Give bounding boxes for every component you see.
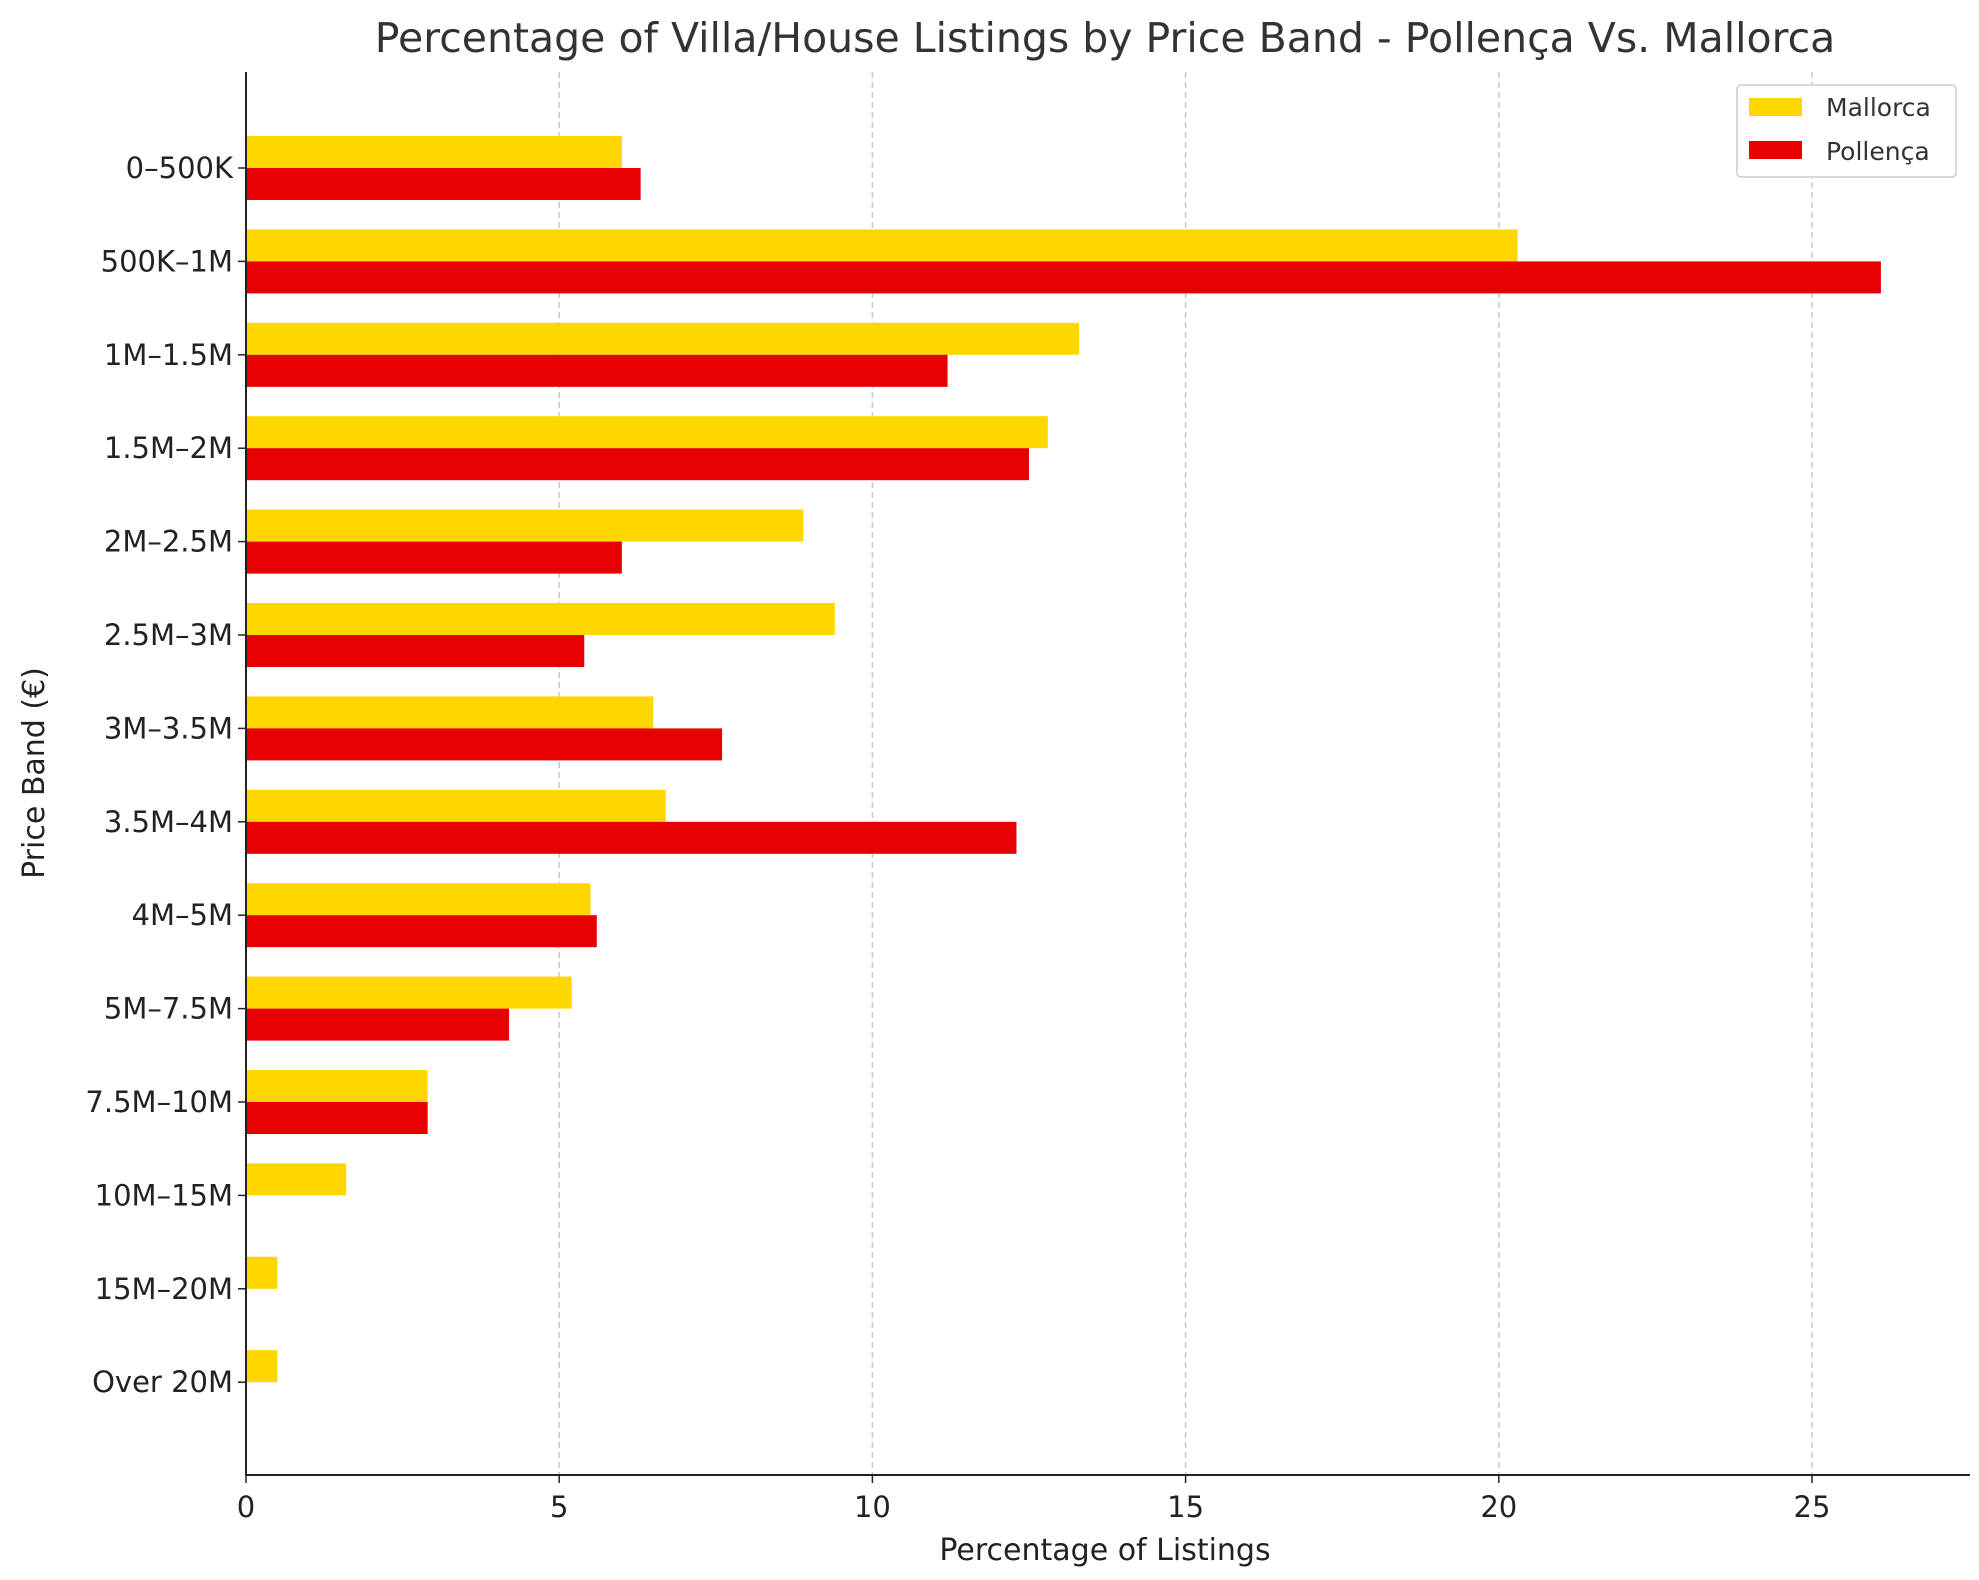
bar-mallorca-7 [246,789,666,822]
bar-pollena-6 [246,728,723,761]
y-tick-label: 4M–5M [132,898,233,932]
x-tick-label: 20 [1480,1490,1517,1524]
y-tick-label: Over 20M [92,1365,233,1399]
bar-pollena-10 [246,1102,428,1134]
bar-pollena-1 [246,261,1881,294]
y-tick-label: 500K–1M [101,244,233,278]
y-tick-label: 10M–15M [95,1178,233,1212]
x-tick-label: 10 [854,1490,891,1524]
bar-mallorca-6 [246,696,654,729]
bar-mallorca-5 [246,603,835,635]
bar-pollena-8 [246,915,597,948]
bar-mallorca-13 [246,1350,278,1383]
x-tick-label: 0 [237,1490,255,1524]
bar-mallorca-0 [246,136,622,168]
y-tick-label: 5M–7.5M [104,992,233,1026]
bar-mallorca-12 [246,1256,278,1289]
bar-mallorca-9 [246,976,572,1009]
bar-mallorca-11 [246,1163,347,1196]
y-tick-label: 2M–2.5M [104,525,233,559]
bar-pollena-4 [246,541,622,574]
x-tick-label: 5 [550,1490,568,1524]
bar-mallorca-10 [246,1070,428,1102]
bar-pollena-3 [246,448,1029,481]
y-tick-label: 1.5M–2M [104,431,233,465]
y-tick-label: 7.5M–10M [85,1085,233,1119]
axes-layer [245,72,1970,1476]
y-tick-label: 0–500K [126,151,234,185]
y-ticks-layer: 0–500K 500K–1M 1M–1.5M 1.5M–2M 2M–2.5M 2.5M–3… [85,151,246,1399]
bar-mallorca-4 [246,509,804,542]
bar-pollena-9 [246,1008,510,1041]
bar-mallorca-1 [246,229,1518,262]
x-ticks-layer: 0 5 10 15 20 25 [237,1475,1831,1524]
bar-pollena-0 [246,168,641,200]
bars-layer [246,136,1881,1383]
y-tick-label: 3M–3.5M [104,711,233,745]
bar-mallorca-3 [246,416,1048,449]
bar-pollena-7 [246,821,1017,854]
legend-swatch-pollenca [1749,141,1802,159]
bar-pollena-2 [246,354,948,387]
grid-layer [558,72,1813,1475]
chart-title: Percentage of Villa/House Listings by Pr… [375,14,1835,62]
x-tick-label: 15 [1167,1490,1204,1524]
legend-swatch-mallorca [1749,98,1802,116]
y-tick-label: 1M–1.5M [104,338,233,372]
y-tick-label: 2.5M–3M [104,618,233,652]
bar-mallorca-2 [246,322,1080,355]
x-tick-label: 25 [1794,1490,1831,1524]
y-axis-label: Price Band (€) [17,667,52,879]
legend: Mallorca Pollença [1736,84,1957,178]
legend-label-mallorca: Mallorca [1826,93,1931,122]
x-axis-label: Percentage of Listings [939,1533,1270,1568]
bar-mallorca-8 [246,883,591,916]
legend-label-pollenca: Pollença [1826,137,1930,166]
bar-pollena-5 [246,635,585,667]
y-tick-label: 15M–20M [95,1272,233,1306]
y-tick-label: 3.5M–4M [104,805,233,839]
